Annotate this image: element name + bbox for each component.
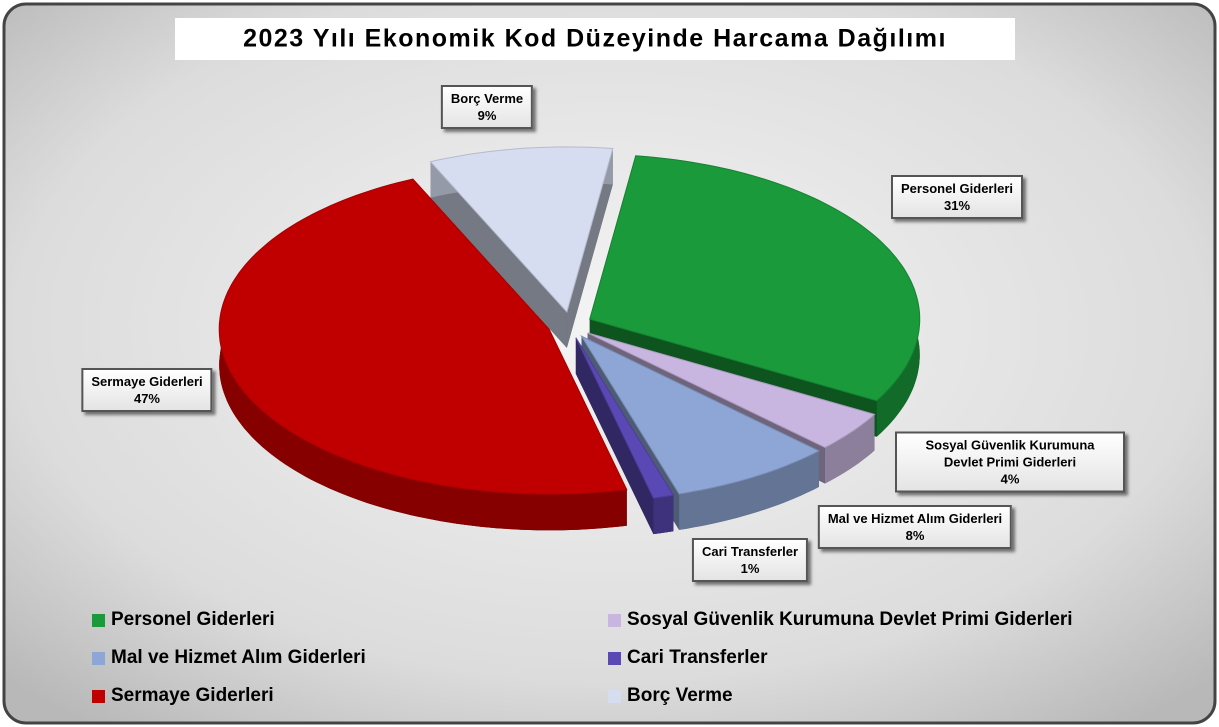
data-label-name: Sosyal Güvenlik Kurumuna Devlet Primi Gi… <box>925 437 1095 470</box>
data-label-value: 9% <box>477 108 497 123</box>
data-label-value: 8% <box>905 528 925 543</box>
legend-item: Personel Giderleri <box>92 609 275 631</box>
data-label: Borç Verme 9% <box>440 85 534 129</box>
data-label: Cari Transferler 1% <box>691 538 809 582</box>
data-label-value: 47% <box>133 391 161 406</box>
legend-text: Sosyal Güvenlik Kurumuna Devlet Primi Gi… <box>627 609 1073 630</box>
legend-item: Mal ve Hizmet Alım Giderleri <box>92 647 366 669</box>
data-label: Personel Giderleri 31% <box>891 175 1023 219</box>
data-label: Sosyal Güvenlik Kurumuna Devlet Primi Gi… <box>895 431 1125 493</box>
legend-text: Cari Transferler <box>627 647 768 668</box>
data-label: Mal ve Hizmet Alım Giderleri 8% <box>817 505 1013 549</box>
legend-swatch <box>92 651 105 665</box>
data-label-name: Sermaye Giderleri <box>91 374 203 389</box>
slice-wall <box>679 450 819 530</box>
data-label-name: Cari Transferler <box>701 544 799 559</box>
slice <box>587 332 876 449</box>
legend-item: Sermaye Giderleri <box>92 685 274 707</box>
legend-swatch <box>608 689 621 703</box>
legend-item: Cari Transferler <box>608 647 767 669</box>
data-label-value: 1% <box>740 561 760 576</box>
legend-text: Mal ve Hizmet Alım Giderleri <box>111 647 366 668</box>
slice <box>218 178 628 495</box>
slice <box>580 335 821 495</box>
legend-text: Borç Verme <box>627 685 733 706</box>
slice-side <box>566 148 613 348</box>
slice-side <box>430 161 567 348</box>
slice-side <box>575 337 654 535</box>
data-label: Sermaye Giderleri 47% <box>81 368 213 412</box>
legend-swatch <box>92 689 105 703</box>
legend-text: Personel Giderleri <box>111 609 275 630</box>
chart-title: 2023 Yılı Ekonomik Kod Düzeyinde Harcama… <box>243 25 947 53</box>
slice-wall <box>653 495 674 535</box>
legend-item: Sosyal Güvenlik Kurumuna Devlet Primi Gi… <box>608 609 1073 631</box>
legend-swatch <box>608 613 621 627</box>
legend-item: Borç Verme <box>608 685 733 707</box>
data-label-name: Personel Giderleri <box>901 181 1013 196</box>
legend-swatch <box>608 651 621 665</box>
data-label-name: Mal ve Hizmet Alım Giderleri <box>827 511 1003 526</box>
slice <box>429 146 614 313</box>
legend-text: Sermaye Giderleri <box>111 685 274 706</box>
title-box <box>175 18 1015 60</box>
data-label-value: 31% <box>943 198 971 213</box>
slice-wall <box>825 414 875 484</box>
slice <box>589 155 921 402</box>
slice-wall <box>219 179 627 531</box>
data-label-value: 4% <box>1000 471 1020 487</box>
legend-swatch <box>92 613 105 627</box>
slice <box>575 337 675 499</box>
data-label-name: Borç Verme <box>450 91 524 106</box>
